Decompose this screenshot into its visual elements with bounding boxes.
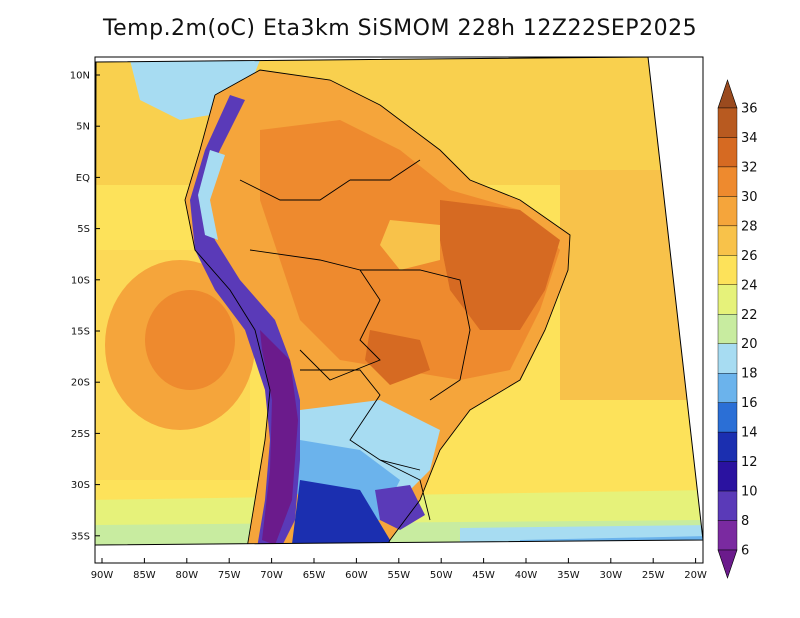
colorbar-segment [717, 490, 738, 521]
lat-tick-label: 25S [71, 429, 90, 440]
colorbar-label: 16 [741, 396, 758, 411]
colorbar-label: 8 [741, 514, 749, 529]
lat-tick-label: 5S [77, 224, 90, 235]
amazon-mild [380, 220, 440, 270]
colorbar-label: 12 [741, 455, 758, 470]
lat-tick-label: 10S [71, 275, 90, 286]
lon-tick-label: 90W [91, 570, 114, 581]
lon-tick-label: 35W [557, 570, 580, 581]
colorbar-label: 30 [741, 190, 758, 205]
colorbar-label: 24 [741, 278, 758, 293]
colorbar-segment [717, 166, 738, 197]
lon-tick-label: 70W [260, 570, 283, 581]
colorbar-segment [717, 225, 738, 256]
colorbar-label: 36 [741, 102, 758, 117]
uruguay-cold-patch [375, 485, 425, 530]
colorbar-label: 26 [741, 249, 758, 264]
lon-tick-label: 80W [175, 570, 198, 581]
colorbar: 36 34 32 30 28 26 24 22 20 18 16 14 12 10 8 6 [717, 79, 758, 579]
colorbar-label: 34 [741, 131, 758, 146]
temperature-field [95, 57, 703, 545]
border-colombia [239, 179, 351, 201]
colorbar-label: 22 [741, 308, 758, 323]
lon-tick-label: 75W [218, 570, 241, 581]
lon-tick-label: 45W [472, 570, 495, 581]
colorbar-label: 20 [741, 337, 758, 352]
lon-tick-label: 55W [387, 570, 410, 581]
lon-tick-label: 65W [303, 570, 326, 581]
border-peru-bolivia [249, 249, 381, 381]
lat-tick-label: 35S [71, 531, 90, 542]
colorbar-segment [717, 284, 738, 315]
atlantic-coastline [214, 69, 571, 545]
colorbar-label: 28 [741, 219, 758, 234]
colorbar-label: 6 [741, 544, 749, 559]
northeast-very-hot [440, 200, 560, 330]
colorbar-segment [717, 343, 738, 374]
colorbar-label: 14 [741, 426, 758, 441]
political-borders [184, 69, 571, 545]
map-title: Temp.2m(oC) Eta3km SiSMOM 228h 12Z22SEP2… [102, 16, 698, 41]
lon-tick-label: 30W [599, 570, 622, 581]
border-brazil-states [360, 269, 471, 401]
andes-north-cool [198, 150, 225, 240]
colorbar-label: 32 [741, 160, 758, 175]
colorbar-segment [717, 137, 738, 168]
lat-tick-label: 5N [76, 122, 90, 133]
colorbar-segment [717, 402, 738, 433]
lon-tick-label: 20W [684, 570, 707, 581]
latitude-axis: 10N 5N EQ 5S 10S 15S 20S 25S 30S 35S [70, 71, 100, 542]
colorbar-segment [717, 255, 738, 285]
lon-tick-label: 50W [430, 570, 453, 581]
colorbar-segment [717, 314, 738, 344]
colorbar-max-triangle [717, 79, 738, 109]
colorbar-segment [717, 461, 738, 492]
pacific-coastline [184, 94, 271, 545]
colorbar-segment [717, 520, 738, 551]
lon-tick-label: 85W [133, 570, 156, 581]
border-guianas [350, 159, 421, 181]
border-paraguay [300, 369, 421, 471]
border-uruguay [379, 459, 431, 521]
lat-tick-label: 20S [71, 378, 90, 389]
andes-coldest [260, 330, 298, 545]
lon-tick-label: 60W [345, 570, 368, 581]
colorbar-segment [717, 196, 738, 227]
longitude-axis: 90W 85W 80W 75W 70W 65W 60W 55W 50W 45W 40W 35W 30W 2… [91, 558, 707, 581]
lon-tick-label: 25W [642, 570, 665, 581]
colorbar-min-triangle [717, 549, 738, 579]
colorbar-segment [717, 373, 738, 403]
ocean-pacific-hot-core [145, 290, 235, 390]
pantanal-hot [365, 330, 430, 385]
ocean-atlantic-warm [560, 170, 703, 400]
lon-tick-label: 40W [515, 570, 538, 581]
colorbar-segment [717, 431, 738, 462]
lat-tick-label: 15S [71, 327, 90, 338]
pampas-cold-zone [290, 480, 390, 545]
colorbar-label: 18 [741, 367, 758, 382]
lat-tick-label: EQ [76, 173, 90, 184]
lat-tick-label: 30S [71, 480, 90, 491]
colorbar-label: 10 [741, 485, 758, 500]
colorbar-segment [717, 107, 738, 138]
lat-tick-label: 10N [70, 71, 90, 82]
